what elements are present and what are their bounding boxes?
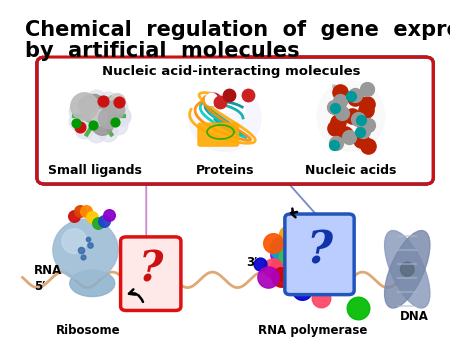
Point	[210, 96, 217, 102]
Point	[364, 143, 372, 149]
Text: ?: ?	[306, 229, 333, 272]
Point	[311, 256, 319, 262]
Ellipse shape	[189, 84, 261, 151]
Point	[82, 208, 90, 214]
Point	[323, 252, 330, 258]
Point	[112, 119, 119, 125]
Ellipse shape	[53, 219, 118, 281]
Text: Nucleic acid-interacting molecules: Nucleic acid-interacting molecules	[103, 65, 361, 77]
Point	[354, 116, 361, 122]
Point	[302, 266, 309, 272]
Point	[278, 251, 285, 257]
Point	[342, 131, 349, 137]
Point	[292, 231, 299, 236]
Point	[296, 263, 303, 268]
Ellipse shape	[385, 231, 430, 308]
Ellipse shape	[400, 262, 414, 276]
Point	[348, 113, 356, 119]
Text: RNA
5′: RNA 5′	[34, 264, 62, 293]
Point	[308, 253, 315, 259]
Point	[333, 263, 340, 268]
Point	[334, 119, 341, 125]
Point	[364, 122, 371, 128]
Point	[288, 245, 295, 251]
Point	[337, 98, 344, 103]
FancyBboxPatch shape	[37, 57, 433, 184]
Point	[92, 96, 99, 102]
Point	[207, 96, 215, 102]
Point	[89, 107, 96, 113]
Point	[298, 288, 306, 293]
Text: Proteins: Proteins	[196, 164, 254, 177]
Point	[284, 253, 291, 259]
FancyBboxPatch shape	[285, 214, 354, 295]
Point	[94, 220, 101, 225]
Point	[90, 100, 97, 105]
Point	[76, 208, 84, 214]
Point	[245, 93, 252, 98]
Point	[113, 98, 120, 103]
Point	[112, 107, 119, 112]
Point	[307, 264, 315, 269]
Point	[105, 115, 112, 121]
Point	[307, 254, 314, 259]
Point	[86, 242, 94, 247]
Point	[207, 96, 214, 102]
Point	[74, 118, 81, 124]
Point	[89, 103, 96, 109]
Point	[339, 110, 346, 115]
Point	[284, 231, 291, 237]
Text: Ribosome: Ribosome	[55, 325, 120, 337]
Point	[352, 92, 359, 98]
Point	[256, 261, 263, 267]
Point	[336, 89, 343, 94]
Ellipse shape	[385, 231, 430, 308]
Point	[93, 107, 100, 112]
FancyBboxPatch shape	[121, 237, 181, 310]
Point	[98, 121, 105, 127]
Point	[115, 100, 122, 105]
Point	[114, 122, 122, 128]
Text: Nucleic acids: Nucleic acids	[305, 164, 397, 177]
Point	[84, 102, 91, 107]
Point	[80, 254, 87, 260]
Point	[277, 266, 284, 271]
Point	[311, 265, 319, 271]
Ellipse shape	[70, 270, 115, 296]
Point	[354, 305, 361, 311]
Point	[90, 122, 97, 128]
Point	[287, 257, 294, 262]
Point	[331, 105, 338, 111]
Text: DNA: DNA	[400, 310, 428, 323]
Point	[345, 134, 352, 140]
Point	[73, 120, 80, 126]
Point	[81, 103, 88, 108]
Point	[225, 92, 232, 98]
Text: ?: ?	[139, 249, 163, 290]
Point	[105, 98, 112, 103]
Point	[106, 212, 113, 217]
Point	[101, 106, 108, 111]
Text: Chemical  regulation  of  gene  expression: Chemical regulation of gene expression	[25, 20, 450, 40]
Point	[118, 113, 125, 119]
Point	[105, 129, 112, 134]
Point	[312, 254, 319, 259]
Text: by  artificial  molecules: by artificial molecules	[25, 41, 299, 61]
Point	[332, 140, 339, 146]
Point	[278, 275, 285, 280]
Point	[298, 280, 305, 285]
Point	[317, 295, 324, 301]
Point	[360, 128, 367, 134]
Point	[358, 118, 365, 123]
Point	[331, 125, 338, 131]
Point	[302, 278, 309, 283]
Point	[74, 108, 81, 114]
Point	[95, 114, 103, 119]
Point	[325, 266, 333, 271]
Point	[84, 237, 91, 242]
Point	[270, 265, 277, 271]
Point	[306, 283, 313, 289]
Point	[118, 113, 125, 119]
FancyBboxPatch shape	[198, 123, 238, 146]
